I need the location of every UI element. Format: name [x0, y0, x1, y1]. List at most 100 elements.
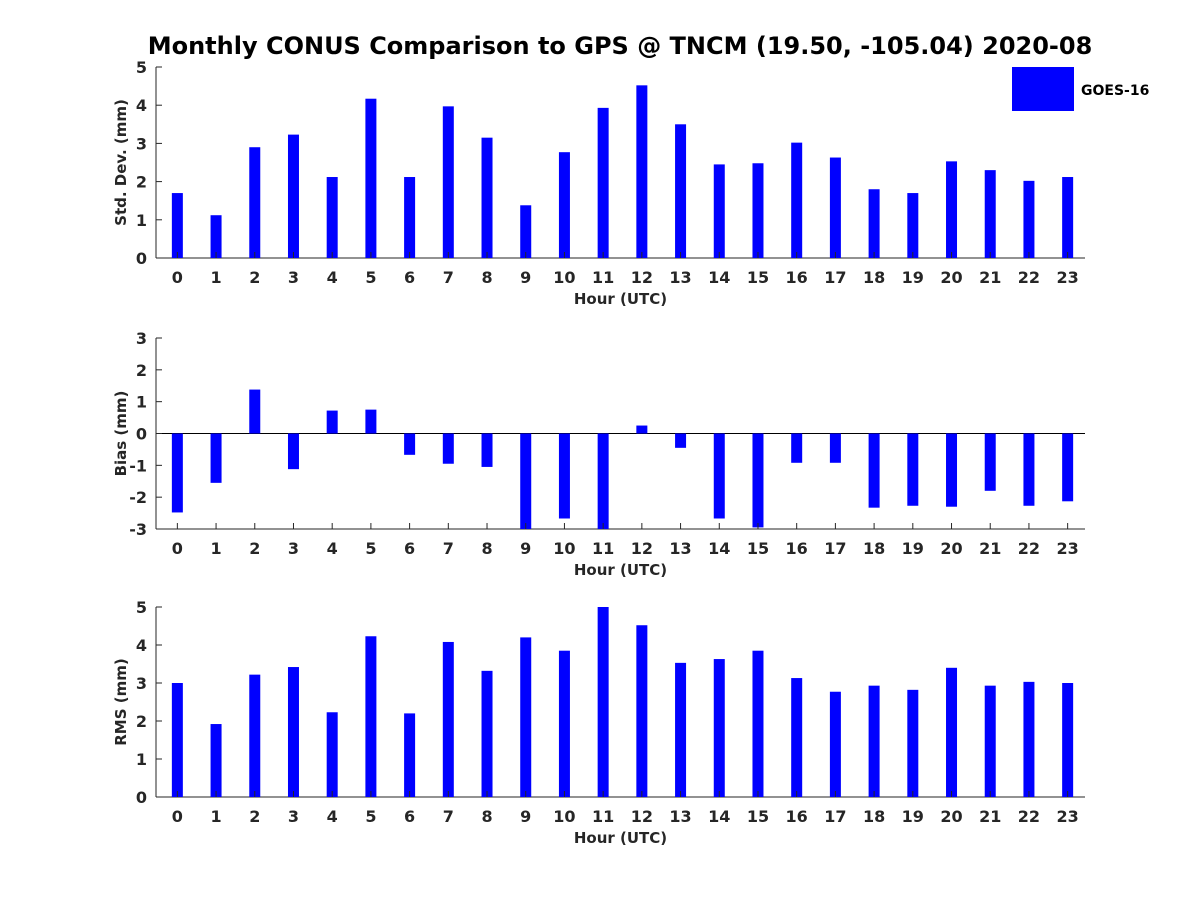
x-tick-label: 6: [404, 268, 415, 287]
y-tick-label: 5: [136, 598, 147, 617]
bar-hour-21: [984, 170, 996, 258]
x-tick-label: 14: [708, 268, 730, 287]
x-tick-label: 8: [481, 268, 492, 287]
x-tick-label: 10: [553, 807, 575, 826]
bar-hour-23: [1062, 177, 1074, 258]
x-tick-label: 18: [863, 807, 885, 826]
bar-hour-8: [481, 670, 493, 797]
x-tick-label: 18: [863, 268, 885, 287]
bar-hour-2: [249, 674, 261, 797]
x-tick-label: 16: [786, 268, 808, 287]
x-tick-label: 15: [747, 268, 769, 287]
bar-hour-19: [907, 193, 919, 258]
bar-hour-20: [946, 161, 958, 258]
bar-hour-1: [210, 433, 222, 483]
x-tick-label: 22: [1018, 807, 1040, 826]
x-tick-label: 0: [172, 268, 183, 287]
x-tick-label: 15: [747, 539, 769, 558]
x-tick-label: 1: [210, 539, 221, 558]
legend: GOES-16: [1012, 67, 1149, 111]
bar-hour-7: [442, 106, 454, 258]
y-tick-label: -1: [129, 456, 147, 475]
x-tick-label: 13: [669, 807, 691, 826]
x-tick-label: 5: [365, 539, 376, 558]
bar-hour-3: [287, 433, 299, 470]
x-tick-label: 10: [553, 268, 575, 287]
x-tick-label: 12: [631, 268, 653, 287]
bar-hour-22: [1023, 681, 1035, 797]
bar-hour-3: [287, 667, 299, 797]
x-tick-label: 8: [481, 807, 492, 826]
x-tick-label: 19: [902, 268, 924, 287]
bar-hour-20: [946, 433, 958, 507]
y-tick-label: 0: [136, 788, 147, 807]
x-tick-label: 6: [404, 807, 415, 826]
x-tick-label: 13: [669, 268, 691, 287]
x-tick-label: 4: [327, 539, 338, 558]
bar-hour-5: [365, 636, 377, 797]
bar-hour-0: [171, 193, 183, 258]
bar-hour-10: [558, 433, 570, 519]
bar-hour-11: [597, 607, 609, 797]
y-tick-label: 2: [136, 712, 147, 731]
bar-hour-14: [713, 659, 725, 797]
bar-hour-5: [365, 98, 377, 259]
x-tick-label: 1: [210, 268, 221, 287]
x-axis-label: Hour (UTC): [574, 290, 667, 308]
bar-hour-17: [829, 157, 841, 258]
bar-hour-6: [404, 433, 416, 455]
x-tick-label: 9: [520, 268, 531, 287]
x-tick-label: 9: [520, 539, 531, 558]
x-tick-label: 22: [1018, 539, 1040, 558]
bar-hour-23: [1062, 683, 1074, 797]
x-tick-label: 4: [327, 807, 338, 826]
x-tick-label: 21: [979, 268, 1001, 287]
x-tick-label: 2: [249, 268, 260, 287]
bar-hour-13: [675, 124, 687, 258]
bar-hour-19: [907, 433, 919, 506]
bar-hour-9: [520, 433, 532, 529]
y-tick-label: 3: [136, 674, 147, 693]
bar-hour-17: [829, 691, 841, 797]
bar-hour-15: [752, 650, 764, 797]
bar-hour-19: [907, 689, 919, 797]
x-tick-label: 1: [210, 807, 221, 826]
x-tick-label: 14: [708, 807, 730, 826]
bar-hour-22: [1023, 433, 1035, 506]
y-tick-label: 1: [136, 393, 147, 412]
bar-hour-21: [984, 685, 996, 797]
bar-hour-8: [481, 137, 493, 258]
y-tick-label: 2: [136, 361, 147, 380]
y-axis-label: Bias (mm): [112, 391, 130, 477]
x-tick-label: 11: [592, 807, 614, 826]
bar-hour-22: [1023, 180, 1035, 258]
x-axis-label: Hour (UTC): [574, 829, 667, 847]
x-tick-label: 7: [443, 807, 454, 826]
x-axis-label: Hour (UTC): [574, 561, 667, 579]
x-tick-label: 18: [863, 539, 885, 558]
bar-hour-6: [404, 713, 416, 797]
bar-hour-16: [791, 433, 803, 463]
bar-hour-12: [636, 85, 648, 258]
y-axis-label: Std. Dev. (mm): [112, 99, 130, 226]
x-tick-label: 10: [553, 539, 575, 558]
chart-title: Monthly CONUS Comparison to GPS @ TNCM (…: [148, 32, 1093, 60]
legend-label: GOES-16: [1081, 83, 1149, 99]
bar-hour-21: [984, 433, 996, 491]
bar-hour-2: [249, 147, 261, 258]
y-tick-label: 4: [136, 636, 147, 655]
bar-hour-10: [558, 152, 570, 258]
bar-hour-18: [868, 189, 880, 258]
y-tick-label: 4: [136, 96, 147, 115]
x-tick-label: 3: [288, 807, 299, 826]
x-tick-label: 6: [404, 539, 415, 558]
x-tick-label: 17: [824, 268, 846, 287]
x-tick-label: 3: [288, 539, 299, 558]
x-tick-label: 22: [1018, 268, 1040, 287]
x-tick-label: 5: [365, 807, 376, 826]
x-tick-label: 17: [824, 807, 846, 826]
bar-hour-14: [713, 164, 725, 258]
